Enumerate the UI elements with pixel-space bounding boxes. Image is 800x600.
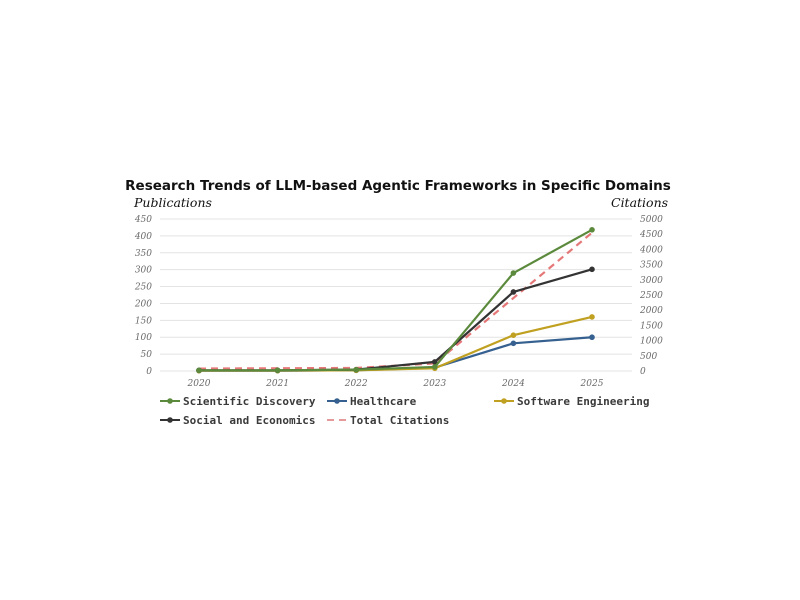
y2-tick-label: 3000 (640, 276, 663, 286)
x-tick-label: 2025 (580, 379, 604, 389)
y2-tick-label: 2500 (639, 291, 663, 301)
y-tick-label: 100 (135, 333, 152, 343)
data-point (432, 359, 438, 365)
y2-tick-label: 1500 (640, 321, 663, 331)
legend-item: Total Citations (327, 414, 449, 427)
data-point (196, 367, 202, 374)
legend-item: Healthcare (327, 395, 417, 408)
y2-tick-label: 2000 (639, 306, 663, 316)
legend-item: Scientific Discovery (160, 395, 316, 408)
legend-marker (167, 398, 173, 404)
series-line (199, 228, 593, 372)
legend-marker (167, 417, 173, 423)
data-point (589, 266, 595, 273)
y-tick-label: 250 (134, 283, 152, 293)
right-axis-ticks: 0 500 1000 1500 2000 2500 3000 3500 4000 4500 5000 (639, 215, 663, 377)
data-point (510, 340, 517, 347)
legend-item: Software Engineering (494, 395, 649, 408)
series-line (199, 268, 593, 372)
legend-item: Social and Economics (160, 414, 315, 427)
gridlines (160, 218, 632, 372)
y2-tick-label: 5000 (640, 215, 663, 225)
legend-label: Social and Economics (183, 414, 315, 427)
x-tick-label: 2021 (265, 379, 289, 389)
legend-label: Healthcare (350, 395, 417, 408)
data-point (510, 270, 517, 276)
data-point (274, 367, 281, 374)
y2-tick-label: 1000 (640, 337, 663, 347)
y-tick-label: 200 (134, 299, 152, 309)
data-point (432, 364, 438, 370)
y-tick-label: 400 (134, 232, 152, 242)
legend-marker (501, 398, 507, 404)
data-point (510, 289, 517, 295)
series-line (199, 315, 593, 372)
chart-title: Research Trends of LLM-based Agentic Fra… (125, 178, 671, 194)
y-tick-label: 300 (135, 266, 152, 276)
data-point (589, 314, 595, 320)
y-tick-label: 450 (134, 215, 152, 225)
legend-label: Scientific Discovery (183, 395, 316, 408)
data-point (589, 334, 595, 341)
data-point (510, 332, 517, 338)
y-tick-label: 50 (141, 350, 153, 360)
x-tick-label: 2023 (422, 379, 446, 389)
y2-tick-label: 4000 (639, 245, 663, 255)
y2-tick-label: 500 (640, 352, 657, 362)
legend: Scientific Discovery Healthcare Software E… (160, 395, 649, 427)
left-axis-title: Publications (134, 195, 212, 210)
y-tick-label: 0 (146, 367, 152, 377)
series-lines (196, 227, 595, 374)
x-axis-ticks: 2020 2021 2022 2023 2024 2025 (187, 379, 604, 389)
data-point (353, 366, 360, 373)
legend-label: Software Engineering (517, 395, 649, 408)
right-axis-title: Citations (611, 195, 669, 210)
y2-tick-label: 3500 (640, 261, 663, 271)
data-point (589, 227, 595, 233)
y2-tick-label: 4500 (639, 230, 663, 240)
y-tick-label: 350 (135, 249, 152, 259)
y2-tick-label: 0 (640, 367, 646, 377)
x-tick-label: 2022 (344, 379, 368, 389)
y-tick-label: 150 (135, 316, 152, 326)
legend-marker (334, 398, 340, 404)
left-axis-ticks: 0 50 100 150 200 250 300 350 400 450 (134, 215, 152, 377)
x-tick-label: 2024 (501, 379, 525, 389)
x-tick-label: 2020 (187, 379, 211, 389)
legend-label: Total Citations (350, 414, 449, 427)
